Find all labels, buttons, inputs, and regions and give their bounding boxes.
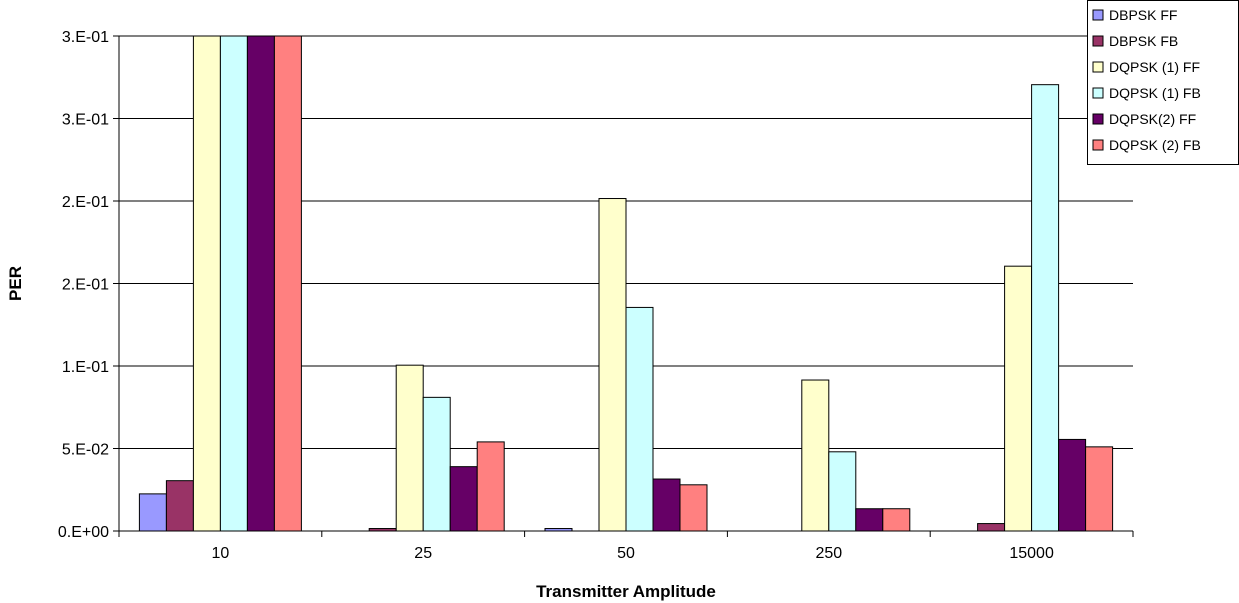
bar (219, 35, 248, 532)
bar (801, 379, 830, 532)
y-tick-label: 5.E-02 (62, 442, 109, 459)
y-tick-label: 0.E+00 (58, 524, 109, 541)
bar (1004, 265, 1033, 532)
bar (855, 508, 884, 532)
y-tick-label: 3.E-01 (62, 29, 109, 46)
y-tick-label: 2.E-01 (62, 277, 109, 294)
bar (422, 396, 451, 532)
x-axis-title: Transmitter Amplitude (536, 582, 716, 601)
legend-label: DQPSK(2) FF (1109, 111, 1196, 127)
bar (246, 35, 275, 532)
legend-swatch (1092, 113, 1104, 125)
legend-swatch (1092, 139, 1104, 151)
bar (828, 451, 857, 532)
bar (625, 306, 654, 532)
bar (652, 478, 681, 532)
legend-label: DQPSK (2) FB (1109, 137, 1201, 153)
bar (679, 484, 708, 532)
bar (192, 35, 221, 532)
bar (476, 441, 505, 532)
bar (977, 523, 1006, 532)
legend-label: DQPSK (1) FB (1109, 85, 1201, 101)
legend-label: DQPSK (1) FF (1109, 59, 1200, 75)
legend-swatch (1092, 9, 1104, 21)
bar (395, 364, 424, 532)
bar (1058, 438, 1087, 532)
axes: 0.E+00 5.E-02 1.E-01 2.E-01 2.E-01 3.E-01 3.E-… (58, 29, 1134, 562)
bars (138, 35, 1114, 532)
bar (882, 508, 911, 532)
legend-label: DBPSK FB (1109, 33, 1178, 49)
bar (1031, 84, 1060, 532)
legend-swatch (1092, 35, 1104, 47)
legend-swatch (1092, 87, 1104, 99)
legend-swatch (1092, 61, 1104, 73)
x-tick-label: 15000 (1009, 545, 1054, 562)
bar (449, 466, 478, 532)
legend-label: DBPSK FF (1109, 7, 1177, 23)
y-tick-label: 3.E-01 (62, 112, 109, 129)
y-tick-label: 1.E-01 (62, 359, 109, 376)
bar (165, 480, 194, 532)
x-tick-label: 50 (617, 545, 635, 562)
bar (273, 35, 302, 532)
x-tick-label: 250 (815, 545, 842, 562)
x-tick-label: 25 (414, 545, 432, 562)
x-tick-label: 10 (212, 545, 230, 562)
y-tick-label: 2.E-01 (62, 194, 109, 211)
bar (138, 493, 167, 532)
bar (598, 198, 627, 532)
legend: DBPSK FF DBPSK FB DQPSK (1) FF DQPSK (1) FB… (1087, 0, 1239, 165)
bar (1085, 446, 1114, 532)
y-axis-title: PER (6, 266, 25, 301)
